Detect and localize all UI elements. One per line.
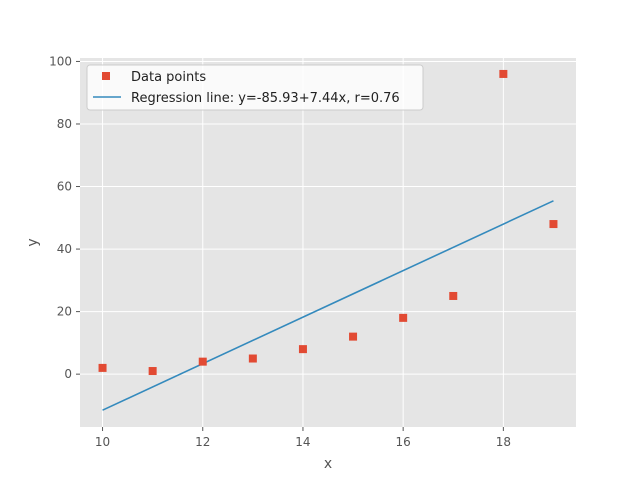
y-tick-label: 60 <box>57 180 72 194</box>
legend-label-data-points: Data points <box>131 70 206 85</box>
y-tick-label: 0 <box>64 367 72 381</box>
grid-lines <box>80 58 576 427</box>
x-axis-label: x <box>324 456 332 472</box>
plot-area <box>80 58 576 427</box>
series-layer <box>98 69 558 411</box>
legend-label-regression-line: Regression line: y=-85.93+7.44x, r=0.76 <box>131 91 400 106</box>
legend-box <box>86 64 424 111</box>
regression-line <box>102 200 554 411</box>
data-point <box>499 69 508 78</box>
y-tick-label: 80 <box>57 117 72 131</box>
data-point <box>449 291 458 300</box>
x-tick-label: 16 <box>396 435 411 449</box>
x-tick-label: 18 <box>496 435 511 449</box>
y-tick-label: 20 <box>57 305 72 319</box>
legend: Data points Regression line: y=-85.93+7.… <box>86 64 424 111</box>
y-axis-ticks: 0 20 40 60 80 100 <box>49 54 80 381</box>
data-point <box>198 357 207 366</box>
x-tick-label: 14 <box>295 435 310 449</box>
y-tick-label: 100 <box>49 54 72 68</box>
data-point <box>248 354 257 363</box>
data-point <box>349 332 358 341</box>
data-point <box>148 367 157 376</box>
x-tick-label: 10 <box>95 435 110 449</box>
y-tick-label: 40 <box>57 242 72 256</box>
data-point <box>298 345 307 354</box>
x-tick-label: 12 <box>195 435 210 449</box>
x-axis-ticks: 10 12 14 16 18 <box>95 427 511 449</box>
y-axis-label: y <box>25 238 41 246</box>
data-point <box>98 363 107 372</box>
data-point <box>549 220 558 229</box>
data-point <box>399 313 408 322</box>
legend-marker-data-points <box>102 72 110 80</box>
